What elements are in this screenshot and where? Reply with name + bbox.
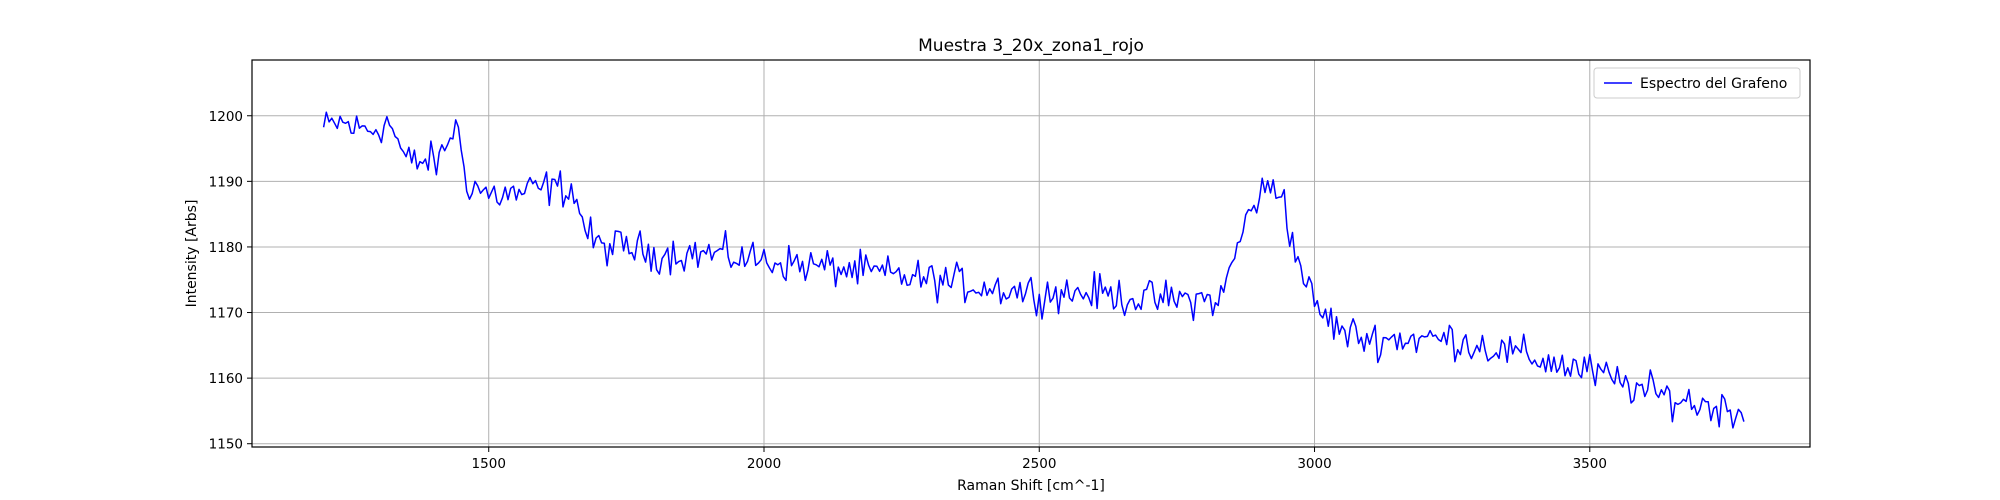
y-tick-label: 1170 bbox=[209, 306, 243, 322]
x-tick-label: 1500 bbox=[472, 456, 506, 472]
y-axis-title: Intensity [Arbs] bbox=[184, 200, 200, 308]
axes-frame bbox=[251, 59, 1811, 448]
x-axis-ticks: 1500 2000 2500 3000 3500 bbox=[472, 447, 1607, 472]
grid-lines bbox=[252, 60, 1810, 447]
legend-box bbox=[1593, 67, 1801, 99]
y-tick-label: 1160 bbox=[209, 371, 243, 387]
x-tick-label: 3500 bbox=[1573, 456, 1607, 472]
series-line-espectro-del-grafeno bbox=[322, 111, 1745, 429]
legend-label: Espectro del Grafeno bbox=[1640, 76, 1787, 92]
y-tick-label: 1190 bbox=[209, 174, 243, 190]
x-axis-title: Raman Shift [cm^-1] bbox=[957, 478, 1105, 494]
y-tick-label: 1200 bbox=[209, 109, 243, 125]
x-tick-label: 2500 bbox=[1022, 456, 1056, 472]
y-tick-label: 1180 bbox=[209, 240, 243, 256]
x-tick-label: 3000 bbox=[1297, 456, 1331, 472]
series-layer bbox=[322, 111, 1745, 429]
x-tick-label: 2000 bbox=[747, 456, 781, 472]
y-tick-label: 1150 bbox=[209, 437, 243, 453]
chart-title: Muestra 3_20x_zona1_rojo bbox=[918, 36, 1144, 56]
y-axis-ticks: 1150 1160 1170 1180 1190 1200 bbox=[209, 109, 252, 453]
legend: Espectro del Grafeno bbox=[1593, 67, 1801, 99]
